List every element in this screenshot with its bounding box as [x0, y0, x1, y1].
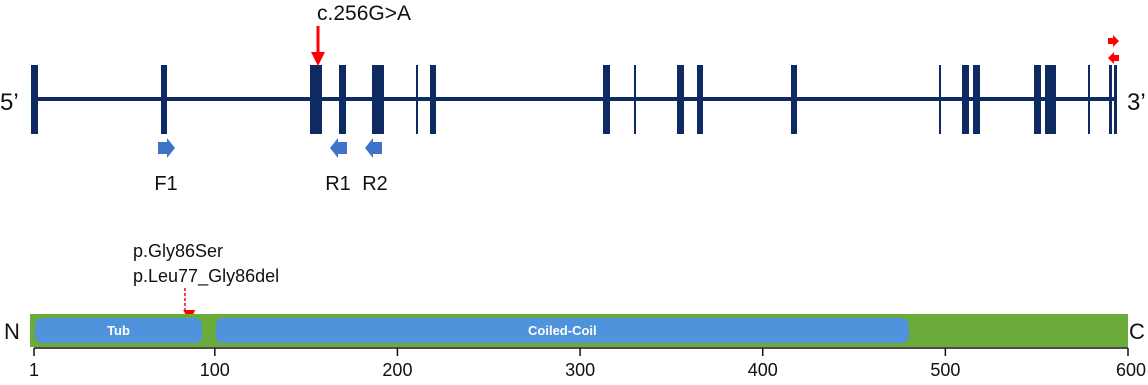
domain-tub [35, 318, 203, 343]
domain-coiled-coil [215, 318, 909, 343]
primer-r1-arrow-icon [330, 138, 347, 158]
domain-label: Coiled-Coil [528, 323, 597, 338]
variant-label-1: p.Gly86Ser [133, 241, 223, 261]
exon [372, 65, 384, 134]
exon [1109, 65, 1112, 134]
exon [430, 65, 436, 134]
axis-tick-label: 1 [29, 360, 39, 380]
axis-tick-label: 100 [200, 360, 230, 380]
axis-ticks: 1 100 200 300 400 500 600 [29, 348, 1146, 380]
domain-label: Tub [107, 323, 130, 338]
protein-domains: Tub Coiled-Coil [35, 318, 909, 343]
exon [634, 65, 636, 134]
exon [339, 65, 346, 134]
n-terminus-label: N [4, 319, 20, 344]
exon [1114, 65, 1117, 134]
exon [697, 65, 703, 134]
exon [1034, 65, 1041, 134]
exon [791, 65, 797, 134]
three-prime-label: 3’ [1127, 89, 1146, 116]
primer-r1-label: R1 [325, 173, 351, 195]
exon [962, 65, 969, 134]
exon [677, 65, 684, 134]
exon [603, 65, 610, 134]
exon [31, 65, 38, 134]
axis-tick-label: 600 [1116, 360, 1146, 380]
c-terminus-label: C [1129, 319, 1145, 344]
exon [1088, 65, 1090, 134]
variant-label-2: p.Leu77_Gly86del [133, 266, 279, 287]
exon [161, 65, 167, 134]
axis-tick-label: 400 [748, 360, 778, 380]
primer-f1-label: F1 [154, 173, 177, 195]
primer-f1-arrow-icon [158, 138, 175, 158]
exons [31, 65, 1117, 134]
exon [310, 65, 322, 134]
exon [939, 65, 941, 134]
axis-tick-label: 500 [930, 360, 960, 380]
primer-r2-arrow-icon [365, 138, 382, 158]
exon [1045, 65, 1056, 134]
axis-tick-label: 300 [565, 360, 595, 380]
primer-r2-label: R2 [362, 173, 388, 195]
mutation-arrow-icon [311, 52, 325, 66]
mutation-label: c.256G>A [317, 2, 411, 25]
axis-tick-label: 200 [382, 360, 412, 380]
exon [973, 65, 980, 134]
five-prime-label: 5’ [0, 89, 19, 116]
red-double-arrow-icon [1108, 35, 1119, 64]
exon [416, 65, 418, 134]
